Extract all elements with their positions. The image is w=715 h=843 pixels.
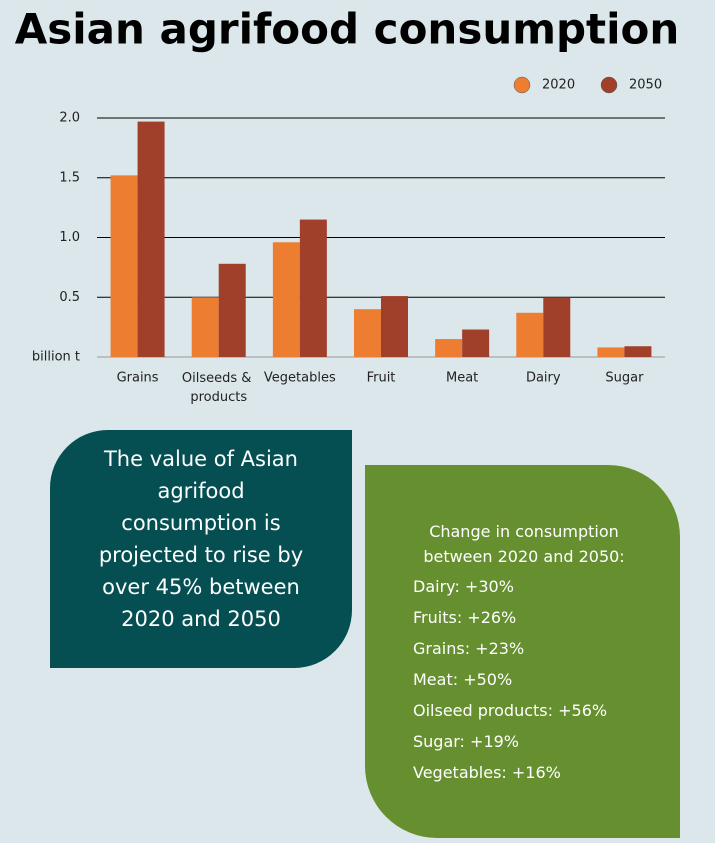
change-item: Fruits: +26% bbox=[413, 608, 517, 627]
legend-label: 2020 bbox=[542, 78, 575, 93]
bar bbox=[435, 339, 463, 357]
bar bbox=[597, 347, 625, 357]
bar bbox=[543, 297, 571, 357]
callout-line: over 45% between bbox=[102, 575, 300, 599]
changes-box: Change in consumption between 2020 and 20… bbox=[365, 465, 680, 838]
legend-label: 2050 bbox=[629, 78, 662, 93]
change-item: Dairy: +30% bbox=[413, 577, 514, 596]
heading-line: between 2020 and 2050: bbox=[423, 547, 625, 566]
chart-title: Asian agrifood consumption bbox=[15, 5, 680, 54]
y-tick-label: 0.5 bbox=[59, 290, 80, 305]
bar bbox=[191, 297, 219, 357]
heading-line: Change in consumption bbox=[429, 522, 619, 541]
x-tick-label: Dairy bbox=[526, 371, 561, 386]
change-item: Grains: +23% bbox=[413, 639, 525, 658]
callout-box: The value of Asian agrifood consumption is… bbox=[50, 430, 352, 668]
x-tick-label: Oilseeds & products bbox=[182, 371, 256, 405]
y-tick-label: 1.0 bbox=[59, 230, 80, 245]
bar bbox=[381, 296, 408, 357]
bar bbox=[354, 309, 381, 357]
changes-heading: Change in consumption between 2020 and 20… bbox=[413, 519, 635, 569]
x-tick-label: Fruit bbox=[367, 371, 396, 386]
bar bbox=[462, 329, 490, 357]
x-tick-label: Sugar bbox=[605, 371, 644, 386]
x-tick-label: Meat bbox=[446, 371, 478, 386]
change-item: Sugar: +19% bbox=[413, 732, 519, 751]
change-item: Meat: +50% bbox=[413, 670, 513, 689]
bar bbox=[299, 219, 327, 357]
chart: Asian agrifood consumption 0.5 1.0 1.5 2.0 b… bbox=[15, 5, 680, 405]
bar bbox=[137, 121, 165, 358]
callout-line: projected to rise by bbox=[98, 543, 304, 567]
change-item: Oilseed products: +56% bbox=[413, 701, 608, 720]
y-tick-label: 2.0 bbox=[59, 111, 80, 126]
callout-line: The value of Asian bbox=[103, 447, 298, 471]
callout-line: 2020 and 2050 bbox=[121, 607, 281, 631]
x-tick-label: Grains bbox=[117, 371, 159, 386]
bar bbox=[218, 263, 246, 357]
x-tick-label: Vegetables bbox=[264, 371, 336, 386]
bar bbox=[110, 175, 138, 357]
bar bbox=[272, 242, 300, 357]
change-item: Vegetables: +16% bbox=[413, 763, 561, 782]
bar bbox=[624, 346, 652, 357]
callout-line: agrifood bbox=[157, 479, 245, 503]
y-axis-label: billion t bbox=[32, 350, 80, 365]
bar bbox=[516, 312, 544, 357]
legend-marker bbox=[600, 76, 618, 94]
callout-line: consumption is bbox=[121, 511, 281, 535]
legend-marker bbox=[513, 76, 531, 94]
y-tick-label: 1.5 bbox=[59, 170, 80, 185]
